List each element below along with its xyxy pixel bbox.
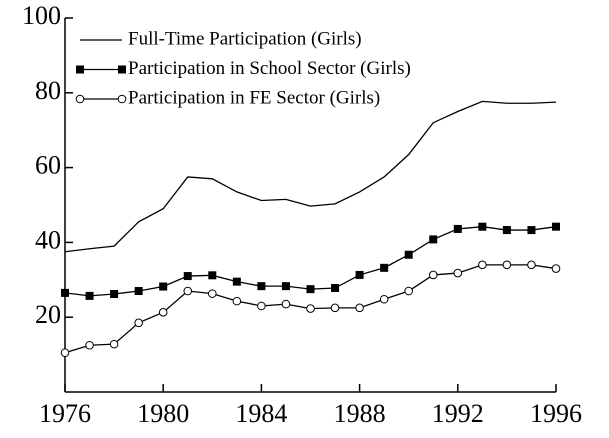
point bbox=[85, 340, 94, 350]
point bbox=[257, 301, 266, 311]
point bbox=[527, 226, 536, 235]
y-tick-label: 20 bbox=[35, 300, 61, 329]
point bbox=[380, 263, 389, 272]
point bbox=[208, 289, 217, 298]
point bbox=[232, 277, 241, 286]
point bbox=[109, 339, 119, 349]
point bbox=[281, 282, 290, 291]
point bbox=[60, 348, 70, 358]
x-tick-label: 1976 bbox=[39, 399, 91, 428]
point bbox=[404, 250, 413, 259]
series-line bbox=[64, 100, 557, 253]
x-tick-label: 1988 bbox=[334, 399, 386, 428]
point bbox=[355, 270, 364, 279]
y-tick-label: 40 bbox=[35, 225, 61, 254]
point bbox=[110, 290, 119, 299]
point bbox=[453, 224, 462, 233]
point bbox=[117, 94, 127, 104]
point bbox=[118, 65, 126, 74]
point bbox=[502, 260, 512, 270]
point bbox=[478, 260, 487, 270]
point bbox=[306, 304, 315, 313]
x-tick-label: 1992 bbox=[432, 399, 484, 428]
legend-label: Participation in FE Sector (Girls) bbox=[128, 87, 380, 108]
point bbox=[502, 226, 511, 235]
y-tick-label: 80 bbox=[35, 76, 61, 105]
point bbox=[355, 303, 364, 313]
point bbox=[552, 222, 560, 231]
legend-label: Participation in School Sector (Girls) bbox=[128, 58, 411, 79]
point bbox=[428, 270, 438, 280]
point bbox=[85, 291, 94, 300]
point bbox=[551, 264, 561, 273]
point bbox=[232, 296, 242, 306]
point bbox=[404, 286, 414, 296]
point bbox=[183, 286, 193, 296]
point bbox=[134, 318, 143, 328]
point bbox=[183, 272, 192, 281]
legend-label: Full-Time Participation (Girls) bbox=[128, 28, 362, 49]
point bbox=[331, 284, 340, 293]
point bbox=[159, 282, 168, 291]
y-tick-label: 100 bbox=[22, 1, 61, 30]
point bbox=[306, 285, 315, 294]
point bbox=[257, 282, 266, 291]
point bbox=[330, 303, 340, 313]
x-tick-label: 1996 bbox=[530, 399, 582, 428]
point bbox=[158, 308, 168, 317]
point bbox=[429, 235, 438, 244]
point bbox=[208, 271, 217, 280]
point bbox=[61, 288, 69, 297]
point bbox=[453, 268, 463, 278]
point bbox=[134, 287, 143, 296]
x-tick-label: 1984 bbox=[235, 399, 287, 428]
point bbox=[478, 222, 487, 231]
y-tick-label: 60 bbox=[35, 151, 61, 180]
point bbox=[527, 260, 536, 270]
x-tick-label: 1980 bbox=[137, 399, 189, 428]
point bbox=[75, 94, 85, 104]
point bbox=[281, 299, 291, 309]
point bbox=[379, 294, 389, 304]
point bbox=[76, 65, 84, 74]
